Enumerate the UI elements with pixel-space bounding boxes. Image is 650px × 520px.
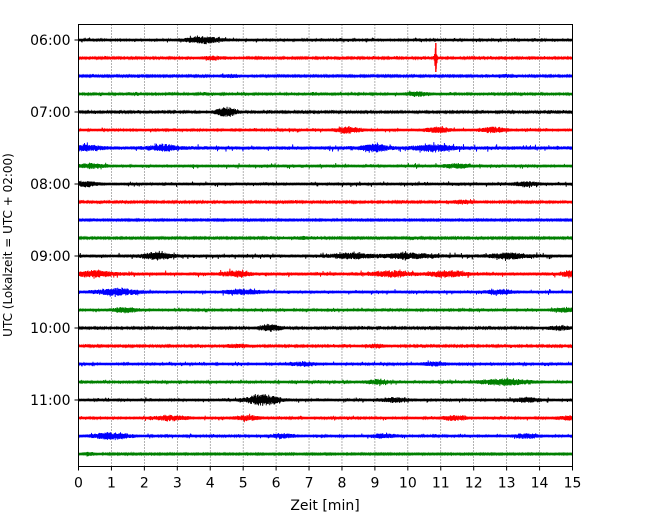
plot-frame	[78, 24, 573, 467]
x-tick-label: 12	[465, 476, 483, 492]
x-tick-label: 2	[140, 476, 149, 492]
x-ticks: 0 1 2 3 4 5 6 7 8 9 10 11 12 13 14 15	[74, 466, 582, 492]
y-tick-label: 06:00	[30, 33, 70, 49]
seismogram-trace	[78, 125, 573, 134]
seismogram-trace	[78, 142, 573, 153]
x-tick-label: 14	[531, 476, 549, 492]
x-tick-label: 0	[74, 476, 83, 492]
y-tick-label: 09:00	[30, 249, 70, 265]
y-tick-label: 10:00	[30, 321, 70, 337]
seismogram-trace	[78, 106, 573, 117]
y-tick-label: 08:00	[30, 177, 70, 193]
seismogram-trace	[78, 73, 573, 79]
seismogram-trace	[78, 306, 573, 314]
seismogram-trace	[78, 250, 573, 262]
seismogram-trace	[78, 287, 573, 298]
y-tick-label: 07:00	[30, 105, 70, 121]
x-tick-label: 5	[239, 476, 248, 492]
x-tick-label: 13	[498, 476, 516, 492]
x-tick-label: 11	[432, 476, 450, 492]
seismogram-trace	[78, 393, 573, 406]
seismogram-trace	[78, 199, 573, 205]
x-tick-label: 3	[173, 476, 182, 492]
x-tick-label: 1	[107, 476, 116, 492]
seismogram-trace	[78, 90, 573, 98]
seismogram-trace	[78, 360, 573, 367]
y-ticks: 06:00 07:00 08:00 09:00 10:00 11:00	[30, 33, 79, 409]
x-tick-label: 6	[272, 476, 281, 492]
x-tick-label: 7	[305, 476, 314, 492]
seismogram-trace	[78, 377, 573, 387]
x-tick-label: 15	[564, 476, 582, 492]
y-axis-label: UTC (Lokalzeit = UTC + 02:00)	[1, 153, 15, 337]
seismogram-trace	[78, 323, 573, 332]
seismogram-trace	[78, 162, 573, 170]
seismogram-trace	[78, 451, 573, 457]
seismogram-trace	[78, 432, 573, 441]
traces-group	[78, 35, 573, 457]
seismogram-trace	[78, 413, 573, 423]
seismogram-trace	[78, 235, 573, 241]
seismogram-trace	[78, 343, 573, 349]
seismogram-trace	[78, 268, 573, 279]
seismogram-trace	[78, 35, 573, 45]
x-axis-label: Zeit [min]	[290, 498, 359, 514]
seismogram-trace	[78, 217, 573, 223]
x-tick-label: 10	[399, 476, 417, 492]
x-tick-label: 4	[206, 476, 215, 492]
x-tick-label: 9	[370, 476, 379, 492]
seismogram-trace	[78, 48, 573, 69]
x-tick-label: 8	[338, 476, 347, 492]
y-tick-label: 11:00	[30, 393, 70, 409]
seismogram-trace	[78, 180, 573, 188]
